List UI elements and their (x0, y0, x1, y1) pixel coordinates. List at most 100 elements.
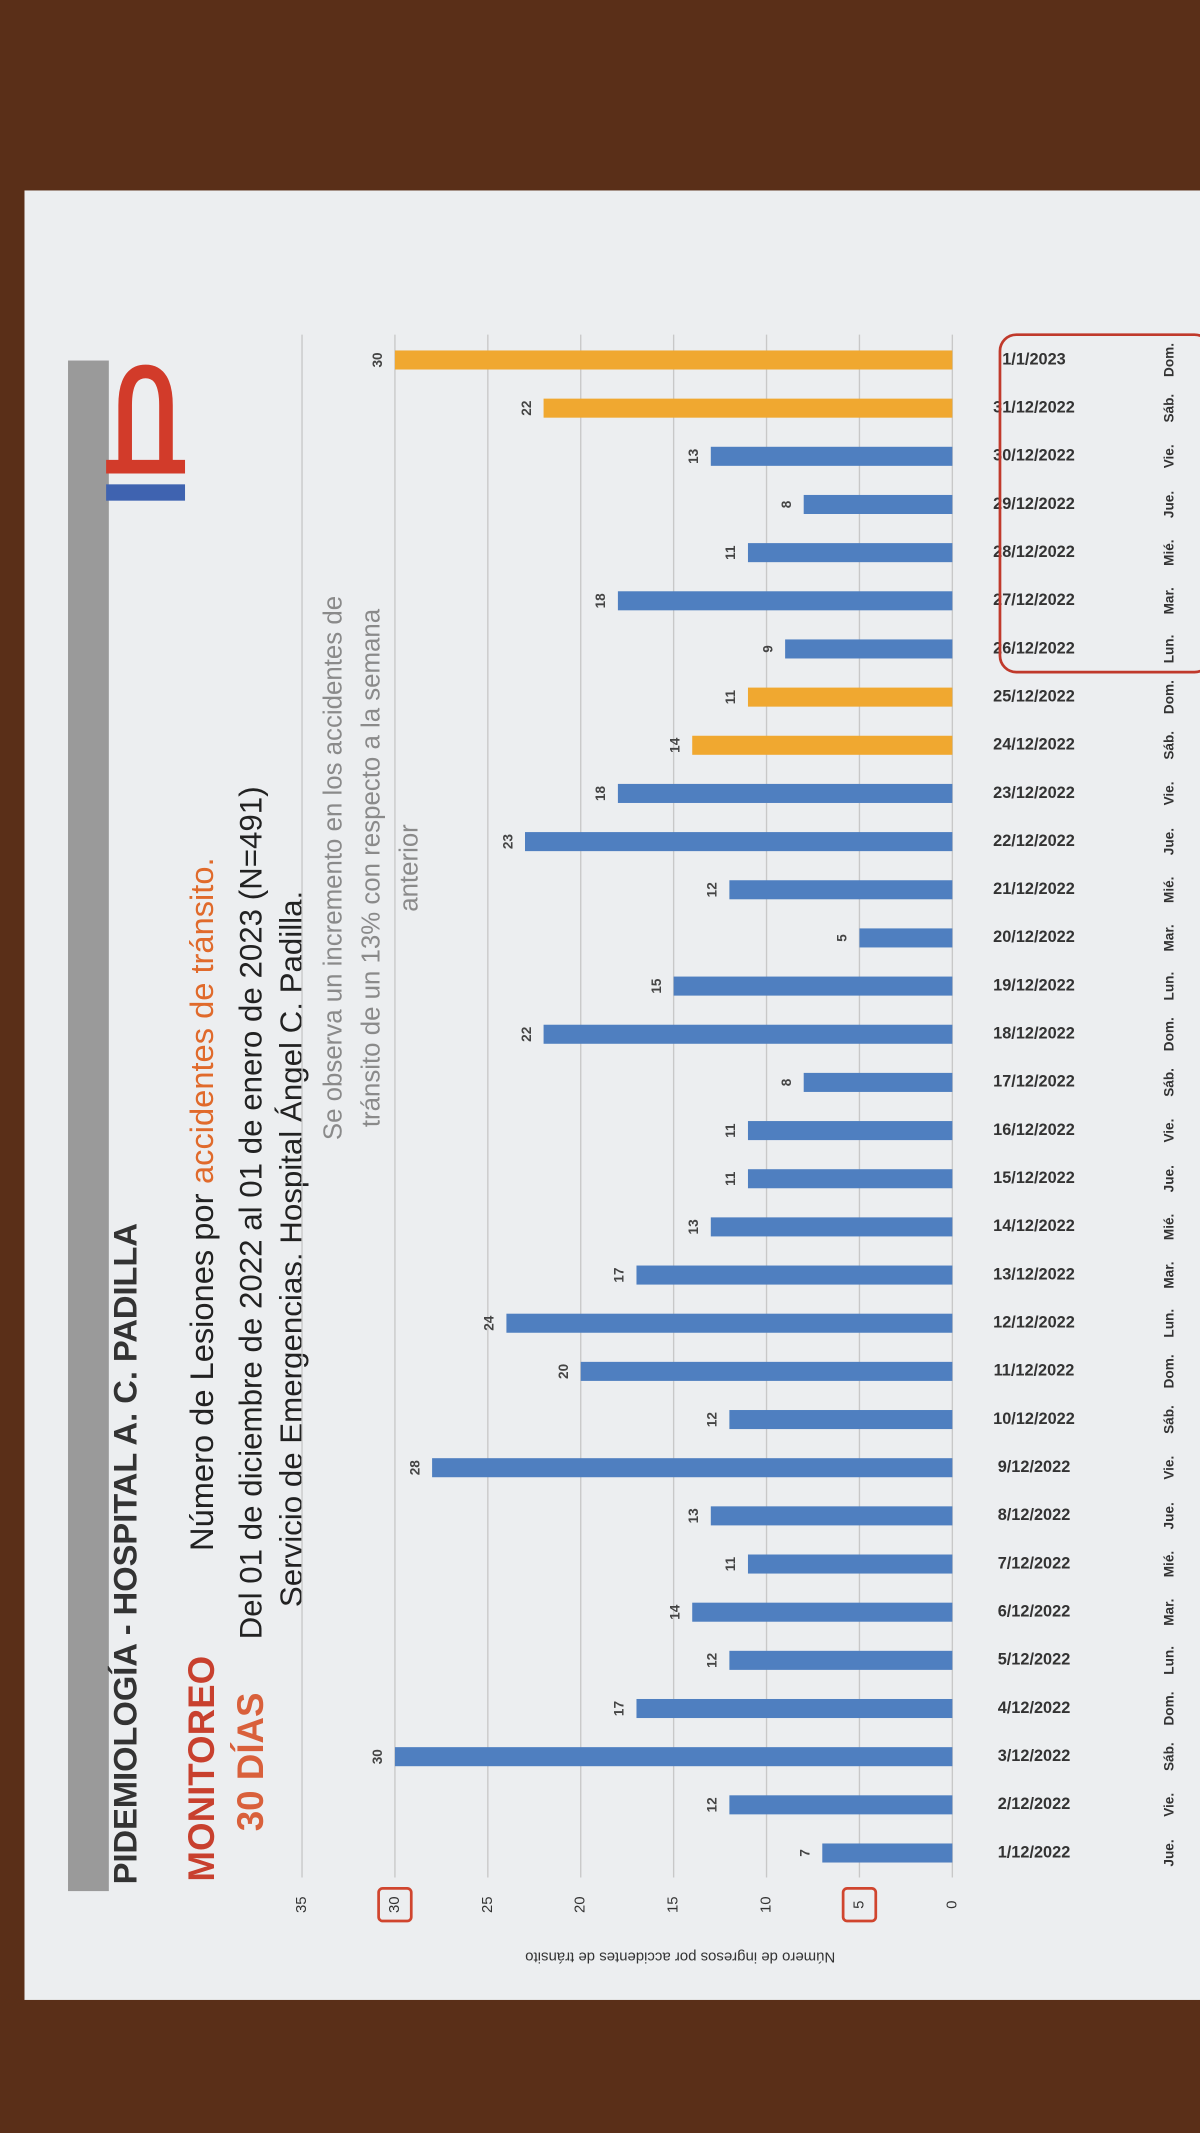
y-tick-label: 5 (850, 1901, 867, 1909)
weekday-label: Mié. (1162, 1551, 1177, 1577)
bar (524, 832, 953, 852)
value-label: 13 (686, 448, 701, 464)
chart-title: Número de Lesiones por accidentes de trán… (183, 857, 220, 1551)
bar (506, 1313, 953, 1333)
x-tick-label: 31/12/2022 (993, 398, 1075, 416)
x-tick-label: 5/12/2022 (998, 1651, 1071, 1669)
value-label: 30 (370, 1749, 385, 1764)
bar (822, 1843, 953, 1863)
value-label: 7 (798, 1849, 813, 1857)
x-tick-label: 26/12/2022 (993, 639, 1075, 657)
value-label: 28 (407, 1460, 422, 1476)
bar (747, 1121, 953, 1141)
value-label: 14 (667, 737, 682, 753)
x-tick-label: 17/12/2022 (993, 1073, 1075, 1091)
value-label: 8 (779, 500, 794, 508)
value-label: 12 (705, 882, 720, 898)
value-label: 12 (705, 1797, 720, 1813)
value-label: 8 (779, 1078, 794, 1086)
weekday-label: Lun. (1162, 1646, 1177, 1675)
weekday-label: Dom. (1162, 1692, 1177, 1726)
highlight-box (841, 1887, 878, 1923)
bar (710, 446, 953, 466)
weekday-label: Mar. (1162, 1599, 1177, 1626)
y-axis-title: Número de ingresos por accidentes de trá… (525, 1948, 835, 1965)
weekday-label: Vie. (1162, 1456, 1177, 1480)
value-label: 22 (519, 400, 534, 416)
logo-p (106, 364, 186, 474)
weekday-label: Lun. (1162, 972, 1177, 1001)
bar (747, 543, 953, 563)
chart-page: PIDEMIOLOGÍA - HOSPITAL A. C. PADILLA MO… (24, 190, 1200, 2000)
bar (692, 1602, 953, 1622)
bar (729, 1410, 953, 1430)
value-label: 11 (723, 545, 738, 560)
bar (710, 1217, 953, 1237)
monitoring-label: MONITOREO (181, 1656, 222, 1882)
x-tick-label: 27/12/2022 (993, 591, 1075, 609)
value-label: 23 (500, 834, 515, 850)
x-tick-label: 1/12/2022 (998, 1843, 1071, 1861)
bar (729, 1650, 953, 1670)
x-tick-label: 1/1/2023 (1002, 350, 1066, 368)
x-tick-label: 3/12/2022 (998, 1747, 1071, 1765)
x-tick-label: 20/12/2022 (993, 928, 1075, 946)
value-label: 17 (612, 1267, 627, 1282)
x-tick-label: 11/12/2022 (994, 1362, 1075, 1380)
value-label: 9 (760, 645, 775, 653)
value-label: 11 (723, 1556, 738, 1571)
highlight-box (998, 333, 1200, 674)
value-label: 18 (593, 593, 608, 609)
weekday-label: Mié. (1162, 1214, 1177, 1240)
annotation: Se observa un incremento en los accident… (320, 596, 348, 1140)
weekday-label: Dom. (1162, 1017, 1177, 1051)
value-label: 13 (686, 1219, 701, 1235)
weekday-label: Mié. (1162, 539, 1177, 565)
bar (747, 1554, 953, 1574)
title-highlight: accidentes de tránsito. (183, 857, 220, 1184)
weekday-label: Jue. (1162, 1839, 1177, 1866)
weekday-label: Dom. (1162, 680, 1177, 714)
x-tick-label: 7/12/2022 (998, 1554, 1071, 1572)
value-label: 14 (667, 1604, 682, 1620)
value-label: 20 (556, 1364, 571, 1379)
x-tick-label: 18/12/2022 (993, 1025, 1075, 1043)
value-label: 24 (482, 1315, 497, 1331)
bar (580, 1361, 953, 1381)
x-tick-label: 19/12/2022 (993, 976, 1075, 994)
brand: PIDEMIOLOGÍA - HOSPITAL A. C. PADILLA (107, 1223, 144, 1884)
value-label: 12 (705, 1652, 720, 1668)
x-tick-label: 22/12/2022 (993, 832, 1075, 850)
weekday-label: Sáb. (1162, 394, 1177, 423)
value-label: 5 (835, 934, 850, 942)
logo-bar (106, 484, 186, 501)
x-tick-label: 29/12/2022 (993, 495, 1075, 513)
x-tick-label: 2/12/2022 (998, 1795, 1071, 1813)
annotation: anterior (396, 824, 424, 912)
title-part: Número de Lesiones por (183, 1193, 220, 1551)
weekday-label: Sáb. (1162, 1068, 1177, 1097)
weekday-label: Sáb. (1162, 1405, 1177, 1434)
x-tick-label: 6/12/2022 (998, 1603, 1071, 1621)
value-label: 11 (723, 1171, 738, 1186)
bar (729, 1795, 953, 1815)
y-tick-label: 10 (757, 1896, 774, 1913)
x-tick-label: 24/12/2022 (993, 736, 1075, 754)
weekday-label: Sáb. (1162, 1742, 1177, 1771)
x-tick-label: 23/12/2022 (993, 784, 1075, 802)
value-label: 12 (705, 1412, 720, 1428)
bar (785, 639, 953, 659)
subtitle: Servicio de Emergencias. Hospital Ángel … (274, 891, 309, 1607)
x-tick-label: 16/12/2022 (993, 1121, 1075, 1139)
x-tick-label: 28/12/2022 (993, 543, 1075, 561)
bar (747, 1169, 953, 1189)
weekday-label: Jue. (1162, 491, 1177, 518)
y-tick-label: 15 (665, 1896, 682, 1913)
weekday-label: Vie. (1162, 1119, 1177, 1143)
x-tick-label: 25/12/2022 (993, 687, 1075, 705)
annotation: tránsito de un 13% con respecto a la sem… (358, 608, 386, 1127)
weekday-label: Sáb. (1162, 731, 1177, 760)
bar (394, 350, 953, 370)
weekday-label: Dom. (1162, 343, 1177, 377)
